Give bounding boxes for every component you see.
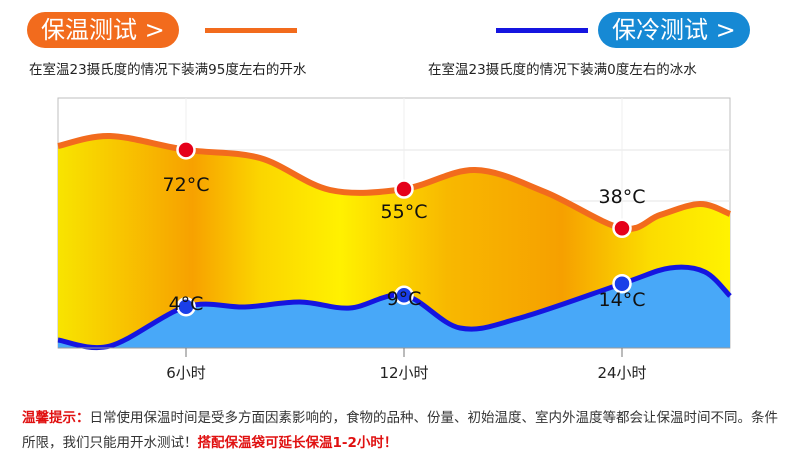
data-point: [176, 297, 196, 317]
data-label: 72°C: [163, 174, 210, 196]
data-point: [176, 140, 196, 160]
data-label: 38°C: [599, 186, 646, 208]
x-tick-label: 6小时: [166, 364, 206, 382]
tips-highlight: 搭配保温袋可延长保温1-2小时！: [197, 435, 398, 451]
cold-area: [58, 267, 730, 348]
data-point: [394, 285, 414, 305]
data-label: 4°C: [169, 293, 204, 315]
warm-area: [58, 135, 730, 348]
x-tick-label: 24小时: [597, 364, 646, 382]
tips-note: 温馨提示：日常使用保温时间是受多方面因素影响的，食物的品种、份量、初始温度、室内…: [22, 406, 782, 456]
temperature-chart: 6小时 12小时 24小时 72°C 55°C 38°C 4°C 9°C 14°C: [57, 97, 732, 382]
x-tick-label: 12小时: [379, 364, 428, 382]
x-ticks: 6小时 12小时 24小时: [166, 348, 647, 382]
cold-test-badge: 保冷测试 >: [598, 12, 750, 48]
warm-test-description: 在室温23摄氏度的情况下装满95度左右的开水: [29, 62, 307, 78]
data-point: [394, 179, 414, 199]
cold-legend-line: [496, 28, 588, 33]
data-point: [612, 273, 632, 294]
tips-text: 日常使用保温时间是受多方面因素影响的，食物的品种、份量、初始温度、室内外温度等都…: [22, 410, 778, 451]
data-label: 14°C: [599, 289, 646, 311]
cold-test-description: 在室温23摄氏度的情况下装满0度左右的冰水: [428, 62, 697, 78]
data-point: [612, 218, 632, 239]
tips-label: 温馨提示：: [22, 410, 90, 426]
data-label: 55°C: [381, 201, 428, 223]
warm-legend-line: [205, 28, 297, 33]
warm-test-badge: 保温测试 >: [27, 12, 179, 48]
data-label: 9°C: [387, 288, 422, 310]
data-points: 72°C 55°C 38°C 4°C 9°C 14°C: [163, 140, 646, 317]
